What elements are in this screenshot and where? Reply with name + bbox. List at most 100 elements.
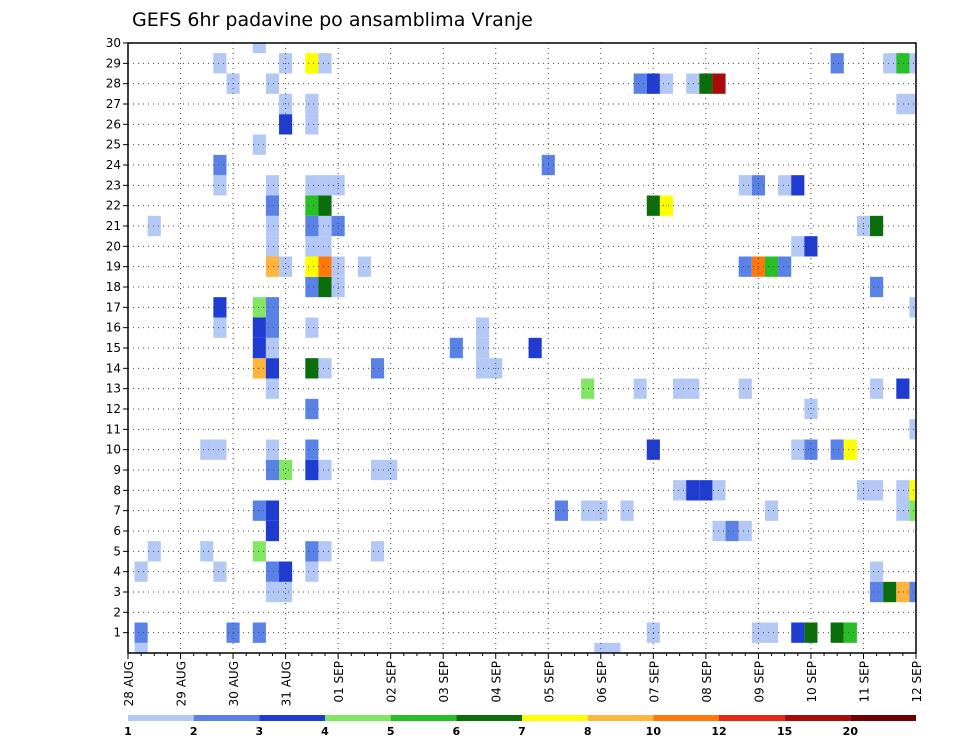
heatmap-cell (265, 175, 280, 196)
x-tick-label: 12 SEP (910, 661, 924, 703)
x-tick-label: 31 AUG (280, 661, 294, 706)
heatmap-cell (633, 378, 647, 399)
heatmap-cell (528, 337, 542, 359)
heatmap-cell (791, 622, 805, 643)
heatmap-cell (896, 378, 910, 399)
heatmap-cell (318, 358, 332, 379)
color-legend: 1 2 3 4 5 6 7 8 10 12 15 20 (124, 715, 916, 738)
heatmap-cell (870, 480, 884, 501)
x-tick-label: 01 SEP (332, 661, 346, 703)
heatmap-cell (673, 480, 687, 501)
heatmap-cell (476, 358, 490, 379)
heatmap-cell (265, 297, 280, 318)
heatmap-cell (305, 541, 319, 562)
heatmap-cell (305, 358, 319, 379)
heatmap-cell (738, 175, 752, 196)
heatmap-cell (686, 73, 700, 94)
legend-swatch (719, 715, 785, 721)
legend-label: 3 (256, 725, 264, 738)
heatmap-cell (213, 154, 227, 176)
heatmap-cell (279, 581, 293, 603)
legend-swatch (193, 715, 260, 721)
heatmap-cell (686, 378, 700, 399)
y-tick-label: 24 (106, 158, 121, 172)
heatmap-cell (725, 520, 739, 542)
heatmap-cell (265, 459, 280, 481)
heatmap-cell (581, 500, 595, 521)
heatmap-cell (843, 622, 857, 643)
legend-label: 8 (584, 725, 592, 738)
legend-swatch (390, 715, 457, 721)
heatmap-cell (370, 459, 385, 481)
x-tick-label: 06 SEP (595, 661, 609, 703)
y-tick-label: 9 (113, 463, 121, 477)
heatmap-cell (318, 541, 332, 562)
heatmap-cell (791, 236, 805, 257)
heatmap-cell (305, 276, 319, 298)
plot-frame (127, 42, 917, 654)
y-tick-label: 4 (113, 565, 121, 579)
heatmap-cell (213, 53, 227, 74)
y-tick-label: 20 (106, 239, 121, 253)
chart-title: GEFS 6hr padavine po ansamblima Vranje (132, 9, 533, 31)
heatmap-cell (778, 175, 792, 196)
legend-label: 15 (777, 725, 792, 738)
legend-swatch (128, 715, 194, 721)
x-tick-label: 11 SEP (857, 661, 871, 703)
heatmap-cell (134, 561, 148, 582)
heatmap-cell (147, 541, 161, 562)
y-tick-label: 14 (106, 361, 121, 375)
x-tick-label: 05 SEP (542, 661, 556, 703)
y-tick-label: 29 (106, 56, 121, 70)
y-tick-label: 2 (113, 605, 121, 619)
heatmap-cell (305, 215, 319, 237)
heatmap-cell (909, 297, 916, 318)
heatmap-cell (370, 541, 385, 562)
heatmap-cell (870, 378, 884, 399)
heatmap-cell (318, 53, 332, 74)
legend-swatch (784, 715, 851, 721)
legend-swatch (456, 715, 522, 721)
heatmap-cell (252, 358, 266, 379)
heatmap-cell (318, 459, 332, 481)
y-tick-label: 8 (113, 483, 121, 497)
heatmap-cell (843, 439, 857, 460)
heatmap-cell (305, 53, 319, 74)
heatmap-cell (279, 256, 293, 277)
legend-swatch (850, 715, 916, 721)
heatmap-cell (318, 215, 332, 237)
heatmap-cell (305, 256, 319, 277)
heatmap-cell (883, 581, 897, 603)
heatmap-cell (147, 215, 161, 237)
heatmap-cell (370, 358, 385, 379)
heatmap-cell (265, 561, 280, 582)
heatmap-cell (686, 480, 700, 501)
heatmap-cell (252, 337, 266, 359)
heatmap-cell (659, 195, 674, 216)
heatmap-cell (265, 73, 280, 94)
y-tick-label: 1 (113, 626, 121, 640)
x-tick-label: 08 SEP (700, 661, 714, 703)
heatmap-cell (265, 215, 280, 237)
heatmap-cell (134, 642, 148, 653)
heatmap-cell (252, 622, 266, 643)
y-tick-label: 12 (106, 402, 121, 416)
legend-swatch (653, 715, 719, 721)
heatmap-cell (213, 439, 227, 460)
heatmap-cell (305, 439, 319, 460)
heatmap-cell (265, 439, 280, 460)
y-tick-label: 13 (106, 382, 121, 396)
x-tick-label: 04 SEP (490, 661, 504, 703)
heatmap-cell (279, 459, 293, 481)
heatmap-cell (594, 500, 608, 521)
heatmap-cell (252, 134, 266, 155)
heatmap-cell (213, 297, 227, 318)
heatmap-cell (384, 459, 398, 481)
heatmap-cell (200, 439, 214, 460)
heatmap-cell (581, 378, 595, 399)
y-tick-label: 11 (106, 422, 121, 436)
legend-label: 5 (387, 725, 395, 738)
x-tick-label: 30 AUG (227, 661, 241, 706)
heatmap-cell (252, 500, 266, 521)
